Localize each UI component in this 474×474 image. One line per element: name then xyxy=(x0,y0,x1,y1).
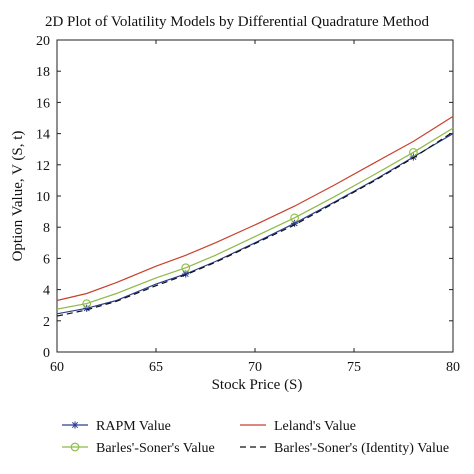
series-line xyxy=(56,127,454,310)
y-tick-label: 8 xyxy=(43,221,50,236)
y-tick-label: 2 xyxy=(43,315,50,330)
legend-marker xyxy=(71,421,79,429)
x-tick-label: 75 xyxy=(347,360,361,375)
data-point-marker xyxy=(83,304,91,312)
y-tick-label: 10 xyxy=(36,190,50,205)
legend-item-2: Barles'-Soner's Value xyxy=(62,441,215,456)
y-axis-label: Option Value, V (S, t) xyxy=(10,131,26,262)
series-3 xyxy=(56,131,454,317)
y-tick-label: 16 xyxy=(36,96,50,111)
y-axis-ticks: 0 2 4 6 8 10 12 14 16 18 20 xyxy=(36,34,453,361)
series-line xyxy=(56,115,454,302)
series-layer xyxy=(56,115,454,317)
legend: RAPM Value Leland's Value Barles'-Soner's … xyxy=(62,419,449,456)
series-0 xyxy=(56,133,454,315)
y-tick-label: 6 xyxy=(43,252,50,267)
legend-item-3: Barles'-Soner's (Identity) Value xyxy=(240,441,449,456)
legend-item-1: Leland's Value xyxy=(240,419,356,434)
x-axis-label: Stock Price (S) xyxy=(212,377,303,393)
legend-label: Leland's Value xyxy=(274,419,356,434)
legend-marker xyxy=(70,442,80,452)
legend-label: RAPM Value xyxy=(96,419,171,434)
data-point-marker xyxy=(290,213,299,223)
y-tick-label: 20 xyxy=(36,34,50,49)
x-tick-label: 60 xyxy=(50,360,64,375)
data-point-marker xyxy=(409,147,418,157)
data-point-marker xyxy=(82,299,92,308)
series-1 xyxy=(56,115,454,302)
y-tick-label: 12 xyxy=(36,159,50,174)
y-tick-label: 4 xyxy=(43,284,50,299)
x-tick-label: 80 xyxy=(446,360,460,375)
series-2 xyxy=(56,127,454,310)
series-line xyxy=(56,131,454,317)
y-tick-label: 0 xyxy=(43,346,50,361)
data-point-marker xyxy=(181,263,191,273)
plot-frame xyxy=(56,39,454,353)
plot-area xyxy=(56,39,454,353)
legend-label: Barles'-Soner's Value xyxy=(96,441,215,456)
x-axis-ticks: 60 65 70 75 80 xyxy=(50,40,460,375)
data-point-marker xyxy=(409,153,417,161)
x-tick-label: 70 xyxy=(248,360,262,375)
y-tick-label: 18 xyxy=(36,65,50,80)
x-tick-label: 65 xyxy=(149,360,163,375)
y-tick-label: 14 xyxy=(36,128,50,143)
chart-title: 2D Plot of Volatility Models by Differen… xyxy=(45,14,430,30)
legend-item-0: RAPM Value xyxy=(62,419,171,434)
series-line xyxy=(56,133,454,315)
legend-label: Barles'-Soner's (Identity) Value xyxy=(274,441,449,456)
